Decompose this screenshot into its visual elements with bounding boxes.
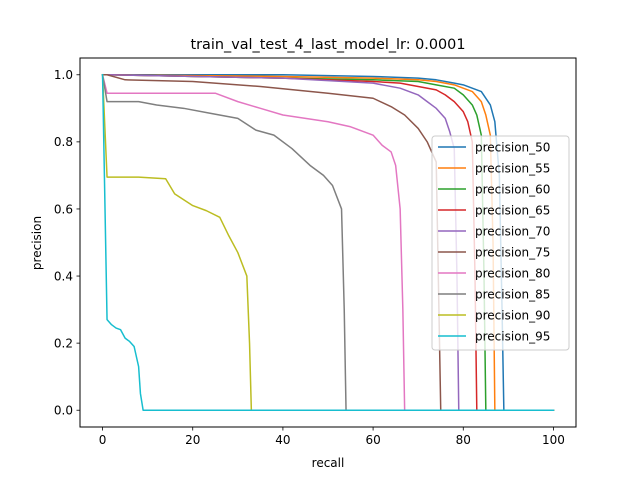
x-tick-label: 100 (542, 433, 565, 447)
chart-title: train_val_test_4_last_model_lr: 0.0001 (191, 37, 466, 53)
series-line-precision_95 (101, 74, 555, 411)
plot-frame (79, 57, 577, 428)
series-line-precision_90 (101, 73, 555, 411)
legend-label: precision_90 (475, 309, 550, 323)
y-tick-label: 0.4 (54, 269, 73, 283)
x-tick-label: 80 (456, 433, 471, 447)
legend-label: precision_80 (475, 267, 550, 281)
y-tick-label: 0.8 (54, 135, 73, 149)
legend-label: precision_85 (475, 288, 550, 302)
y-axis: 0.0 0.2 0.4 0.6 0.8 1.0 (54, 68, 80, 418)
series-layer (101, 73, 555, 411)
legend-label: precision_95 (475, 330, 550, 344)
legend-label: precision_75 (475, 246, 550, 260)
x-axis: 0 20 40 60 80 100 (99, 427, 565, 447)
x-axis-label: recall (312, 456, 345, 470)
y-tick-label: 0.6 (54, 202, 73, 216)
legend: precision_50 precision_55 precision_60prec… (431, 135, 570, 351)
y-axis-label: precision (30, 216, 44, 270)
x-tick-label: 0 (99, 433, 107, 447)
series-line-precision_80 (101, 73, 555, 411)
y-tick-label: 0.2 (54, 336, 73, 350)
legend-label: precision_55 (475, 162, 550, 176)
x-tick-label: 20 (185, 433, 200, 447)
legend-label: precision_60 (475, 183, 550, 197)
legend-label: precision_65 (475, 204, 550, 218)
x-tick-label: 60 (365, 433, 380, 447)
legend-label: precision_50 (475, 141, 550, 155)
legend-box (431, 135, 570, 351)
x-tick-label: 40 (275, 433, 290, 447)
y-tick-label: 1.0 (54, 68, 73, 82)
series-line-precision_85 (101, 73, 555, 411)
legend-label: precision_70 (475, 225, 550, 239)
y-tick-label: 0.0 (54, 404, 73, 418)
